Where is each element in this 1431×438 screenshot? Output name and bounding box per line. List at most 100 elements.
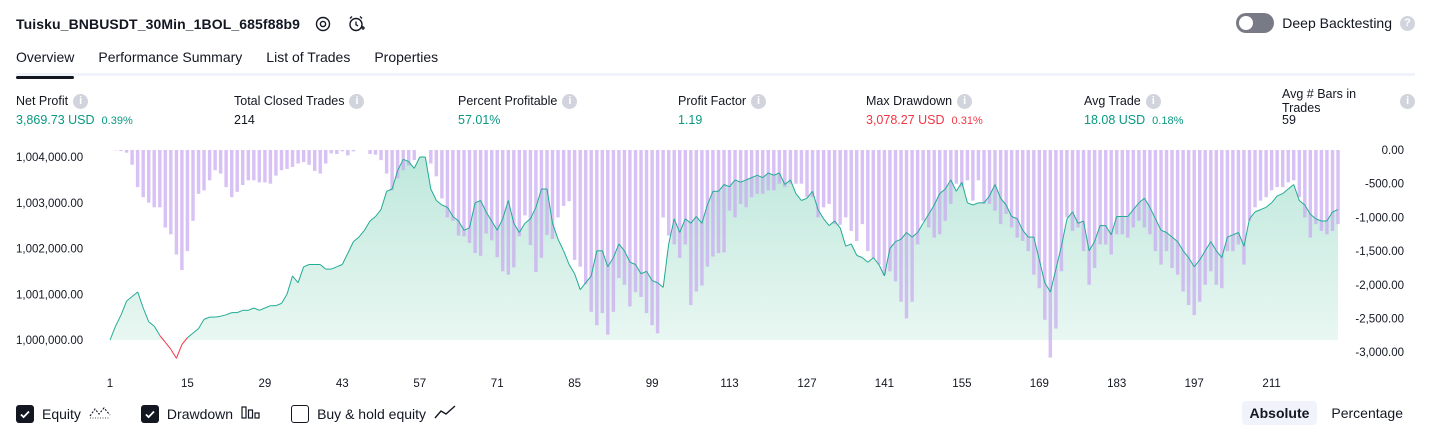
trade-tick-label: 211 bbox=[1262, 378, 1280, 390]
tab-overview[interactable]: Overview bbox=[16, 46, 75, 79]
drawdown-tick-label: -1,000.00 bbox=[1355, 212, 1404, 224]
info-icon[interactable]: i bbox=[73, 93, 89, 109]
drawdown-bar bbox=[882, 150, 887, 275]
legend-buy-hold[interactable]: Buy & hold equity bbox=[291, 404, 456, 423]
stat-label: Max Drawdown bbox=[866, 94, 953, 108]
equity-segment bbox=[237, 309, 243, 314]
info-icon[interactable]: i bbox=[562, 93, 578, 109]
trade-tick-label: 183 bbox=[1107, 378, 1126, 390]
drawdown-bar bbox=[1170, 150, 1174, 268]
equity-segment bbox=[773, 172, 780, 176]
drawdown-bar bbox=[998, 150, 1003, 225]
drawdown-bar bbox=[1126, 150, 1130, 238]
info-icon[interactable]: i bbox=[751, 93, 767, 109]
equity-segment bbox=[1055, 246, 1062, 270]
equity-segment bbox=[115, 314, 122, 327]
drawdown-bar bbox=[473, 150, 477, 254]
equity-segment bbox=[413, 156, 421, 169]
equity-segment bbox=[1254, 209, 1261, 213]
equity-segment bbox=[1287, 184, 1295, 190]
equity-segment bbox=[762, 172, 769, 178]
drawdown-bar bbox=[196, 150, 201, 194]
info-icon[interactable]: i bbox=[1400, 93, 1415, 109]
settings-gear-icon[interactable] bbox=[312, 13, 334, 35]
drawdown-bar bbox=[490, 150, 494, 241]
info-icon[interactable]: i bbox=[1145, 93, 1161, 109]
legend-drawdown[interactable]: Drawdown bbox=[140, 404, 261, 423]
equity-segment bbox=[187, 332, 194, 339]
equity-segment bbox=[358, 229, 365, 238]
drawdown-bar bbox=[578, 150, 582, 267]
drawdown-bar bbox=[1186, 150, 1191, 305]
equity-segment bbox=[662, 243, 670, 288]
equity-segment bbox=[917, 223, 924, 233]
equity-segment bbox=[1049, 268, 1057, 293]
equity-tick-label: 1,002,000.00 bbox=[16, 244, 83, 256]
equity-segment bbox=[618, 243, 625, 252]
equity-segment bbox=[391, 170, 399, 190]
equity-checkbox[interactable] bbox=[16, 404, 34, 423]
stat-label: Avg # Bars in Trades bbox=[1282, 87, 1357, 115]
trade-tick-label: 43 bbox=[336, 378, 349, 390]
equity-segment bbox=[673, 218, 681, 233]
equity-segment bbox=[1199, 250, 1206, 261]
equity-segment bbox=[574, 273, 581, 290]
drawdown-bar bbox=[429, 150, 433, 164]
equity-segment bbox=[961, 182, 968, 203]
drawdown-bar bbox=[960, 150, 964, 188]
chart-legend: Equity Drawdown Buy & hold equity bbox=[16, 404, 478, 423]
drawdown-bar bbox=[506, 150, 511, 275]
equity-tick-label: 1,000,000.00 bbox=[16, 335, 83, 347]
equity-segment bbox=[989, 184, 996, 197]
drawdown-bar bbox=[965, 150, 970, 181]
drawdown-bar bbox=[904, 150, 909, 319]
equity-segment bbox=[684, 218, 692, 224]
info-icon[interactable]: i bbox=[957, 93, 973, 109]
drawdown-bar bbox=[1009, 150, 1014, 228]
tab-list-of-trades[interactable]: List of Trades bbox=[266, 49, 351, 65]
equity-segment bbox=[878, 264, 885, 277]
equity-segment bbox=[906, 232, 913, 238]
drawdown-bar bbox=[1258, 150, 1263, 201]
info-icon[interactable]: i bbox=[349, 93, 365, 109]
drawdown-bar bbox=[501, 150, 505, 272]
drawdown-bar bbox=[606, 150, 610, 335]
absolute-button[interactable]: Absolute bbox=[1241, 401, 1318, 425]
drawdown-bar bbox=[523, 150, 527, 216]
deep-backtesting-toggle[interactable] bbox=[1236, 13, 1275, 33]
stat-label: Net Profit bbox=[16, 94, 69, 108]
drawdown-bar bbox=[301, 150, 306, 163]
drawdown-bar bbox=[810, 150, 815, 198]
trade-tick-label: 71 bbox=[491, 378, 504, 390]
drawdown-bar bbox=[971, 150, 975, 201]
equity-segment bbox=[867, 257, 874, 263]
equity-segment bbox=[1265, 202, 1272, 208]
drawdown-bar bbox=[1253, 150, 1257, 208]
stat-value: 59 bbox=[1282, 113, 1296, 127]
drawdown-bar bbox=[1087, 150, 1091, 285]
equity-segment bbox=[911, 232, 918, 238]
drawdown-bar bbox=[1214, 150, 1219, 285]
tab-properties[interactable]: Properties bbox=[374, 49, 439, 65]
drawdown-bar bbox=[910, 150, 914, 302]
tab-performance-summary[interactable]: Performance Summary bbox=[98, 49, 243, 65]
drawdown-bar bbox=[987, 150, 992, 204]
drawdown-checkbox[interactable] bbox=[140, 404, 159, 423]
add-alert-clock-icon[interactable] bbox=[346, 13, 368, 35]
drawdown-bar bbox=[572, 150, 577, 260]
help-icon[interactable]: ? bbox=[1400, 15, 1415, 31]
drawdown-bar bbox=[456, 150, 461, 236]
report-tabs: Overview Performance Summary List of Tra… bbox=[16, 46, 1415, 79]
percentage-button[interactable]: Percentage bbox=[1331, 405, 1403, 421]
drawdown-bar bbox=[727, 150, 732, 211]
drawdown-bar bbox=[147, 150, 151, 203]
drawdown-bar bbox=[1137, 150, 1141, 221]
legend-equity[interactable]: Equity bbox=[16, 404, 111, 423]
buy-hold-checkbox[interactable] bbox=[291, 404, 310, 423]
equity-segment bbox=[900, 232, 907, 240]
equity-drawdown-chart[interactable]: 1,004,000.00 1,003,000.00 1,002,000.00 1,00… bbox=[0, 140, 1431, 395]
drawdown-bar bbox=[1281, 150, 1285, 188]
drawdown-bar bbox=[888, 150, 892, 272]
drawdown-bar bbox=[1048, 150, 1053, 358]
drawdown-bar bbox=[1236, 150, 1241, 245]
